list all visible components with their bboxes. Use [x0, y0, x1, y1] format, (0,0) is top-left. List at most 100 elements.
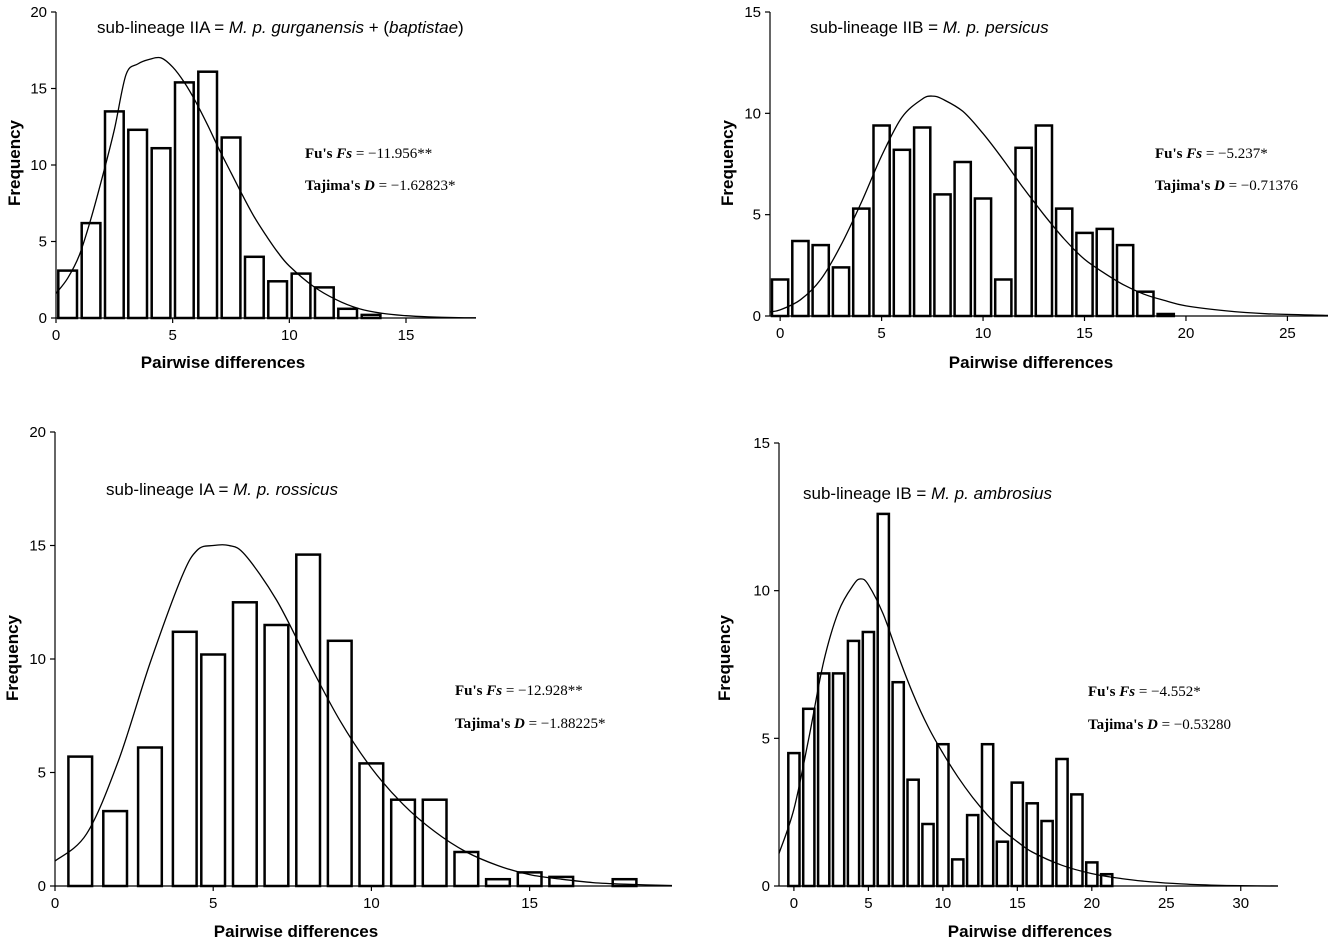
bar-IA-6 — [263, 623, 290, 888]
tajima-d-stat-IB: Tajima's D = −0.53280 — [1088, 717, 1231, 733]
y-tick-label-IIA-5: 5 — [39, 234, 47, 251]
y-tick-label-IIA-15: 15 — [30, 81, 47, 98]
bar-IB-7 — [891, 680, 906, 888]
bar-IIB-11 — [993, 278, 1013, 318]
fit-curve-IIB — [769, 95, 1329, 317]
fit-curve-IA — [54, 543, 673, 887]
x-tick-label-IB-15: 15 — [1009, 895, 1026, 912]
bars-IA — [67, 553, 638, 888]
tajima-d-stat-IIA: Tajima's D = −1.62823* — [305, 178, 456, 194]
bar-IB-10 — [936, 742, 950, 888]
x-tick-label-IB-30: 30 — [1232, 895, 1249, 912]
fit-curve-IB — [778, 578, 1279, 887]
bar-IB-3 — [831, 672, 846, 888]
x-axis-label-IB: Pairwise differences — [948, 922, 1112, 941]
x-axis-label-IA: Pairwise differences — [214, 922, 378, 941]
x-tick-label-IIB-5: 5 — [877, 325, 885, 342]
x-tick-label-IB-10: 10 — [935, 895, 952, 912]
bar-IIB-7 — [912, 126, 932, 318]
bar-IIB-14 — [1054, 207, 1074, 318]
tajima-d-stat-IIB: Tajima's D = −0.71376 — [1155, 178, 1299, 194]
axes-IB: 0 5 10 15 0 5 10 15 20 25 30 — [753, 435, 1278, 912]
bar-IIB-8 — [933, 193, 952, 318]
bar-IIB-10 — [973, 197, 993, 318]
y-tick-label-IIB-5: 5 — [753, 207, 761, 224]
y-tick-label-IIA-20: 20 — [30, 4, 47, 21]
x-tick-label-IA-5: 5 — [209, 895, 217, 912]
bar-IIA-6 — [197, 70, 219, 320]
y-tick-label-IB-10: 10 — [753, 583, 770, 600]
bar-IB-14 — [995, 840, 1010, 888]
fit-curve-IIA — [55, 56, 477, 319]
bar-IB-5 — [861, 630, 876, 888]
x-tick-label-IB-20: 20 — [1083, 895, 1100, 912]
bar-IIB-4 — [851, 207, 871, 318]
bar-IB-12 — [965, 813, 980, 888]
x-tick-label-IA-0: 0 — [51, 895, 59, 912]
y-tick-label-IIB-0: 0 — [753, 308, 761, 325]
bars-IIA — [57, 70, 382, 320]
bars-IIB — [770, 124, 1176, 318]
axes-IIB: 0 5 10 15 0 5 10 15 20 25 — [744, 4, 1328, 342]
x-tick-label-IB-0: 0 — [790, 895, 798, 912]
bar-IIA-2 — [103, 110, 125, 320]
bar-IIB-6 — [892, 148, 912, 318]
panel-title-IIB: sub-lineage IIB = M. p. persicus — [810, 18, 1049, 37]
panel-sub-lineage-IIA: 0 5 10 15 20 0 5 10 15 sub-lineage IIA = M. p. g… — [5, 4, 477, 372]
x-tick-label-IB-25: 25 — [1158, 895, 1175, 912]
x-tick-label-IA-10: 10 — [363, 895, 380, 912]
bar-IA-13 — [484, 877, 512, 888]
bar-IA-12 — [453, 850, 480, 888]
fu-fs-stat-IB: Fu's Fs = −4.552* — [1088, 684, 1201, 700]
x-tick-label-IIB-15: 15 — [1076, 325, 1093, 342]
bar-IIB-12 — [1014, 146, 1033, 318]
bar-IA-2 — [136, 746, 164, 888]
panel-sub-lineage-IB: 0 5 10 15 0 5 10 15 20 25 30 sub-lineage IB = M. p… — [715, 435, 1279, 941]
panel-sub-lineage-IIB: 0 5 10 15 0 5 10 15 20 25 sub-lineage IIB = M. p.… — [718, 4, 1329, 372]
bar-IB-19 — [1070, 793, 1084, 888]
bar-IIA-4 — [150, 146, 172, 320]
bar-IIA-5 — [173, 81, 195, 320]
x-tick-label-IIA-0: 0 — [52, 327, 60, 344]
x-tick-label-IB-5: 5 — [864, 895, 872, 912]
bar-IIA-1 — [80, 221, 102, 320]
y-tick-label-IIB-10: 10 — [744, 105, 761, 122]
bar-IB-16 — [1025, 802, 1040, 888]
panel-title-IIA: sub-lineage IIA = M. p. gurganensis + (b… — [97, 18, 464, 37]
y-axis-label-IB: Frequency — [715, 614, 734, 701]
y-tick-label-IA-20: 20 — [29, 424, 46, 441]
y-tick-label-IIB-15: 15 — [744, 4, 761, 21]
bar-IIB-16 — [1095, 227, 1115, 318]
bar-IIA-7 — [220, 136, 242, 320]
y-axis-label-IA: Frequency — [3, 614, 22, 701]
axes-IA: 0 5 10 15 20 0 5 10 15 — [29, 424, 672, 912]
y-tick-label-IB-0: 0 — [762, 878, 770, 895]
bar-IIA-12 — [337, 307, 359, 320]
bars-IB — [787, 512, 1114, 888]
x-tick-label-IIA-5: 5 — [168, 327, 176, 344]
panel-title-IB: sub-lineage IB = M. p. ambrosius — [803, 484, 1052, 503]
x-axis-label-IIB: Pairwise differences — [949, 353, 1113, 372]
bar-IIA-9 — [267, 280, 289, 320]
x-tick-label-IIB-25: 25 — [1279, 325, 1296, 342]
bar-IB-8 — [906, 778, 920, 888]
bar-IA-4 — [200, 653, 227, 888]
bar-IB-2 — [816, 672, 831, 888]
bar-IA-0 — [67, 755, 94, 888]
y-tick-label-IA-10: 10 — [29, 651, 46, 668]
bar-IIA-11 — [313, 286, 335, 320]
bar-IB-15 — [1010, 781, 1025, 888]
bar-IIA-3 — [127, 128, 149, 320]
x-tick-label-IA-15: 15 — [521, 895, 538, 912]
fu-fs-stat-IA: Fu's Fs = −12.928** — [455, 683, 583, 699]
bar-IB-6 — [876, 512, 891, 888]
bar-IIB-5 — [872, 124, 891, 318]
y-tick-label-IIA-0: 0 — [39, 310, 47, 327]
tajima-d-stat-IA: Tajima's D = −1.88225* — [455, 716, 606, 732]
bar-IB-11 — [950, 858, 965, 888]
bar-IA-3 — [171, 630, 198, 888]
panel-sub-lineage-IA: 0 5 10 15 20 0 5 10 15 sub-lineage IA = M. p. ro… — [3, 424, 673, 941]
y-axis-label-IIB: Frequency — [718, 119, 737, 206]
fu-fs-stat-IIB: Fu's Fs = −5.237* — [1155, 146, 1268, 162]
